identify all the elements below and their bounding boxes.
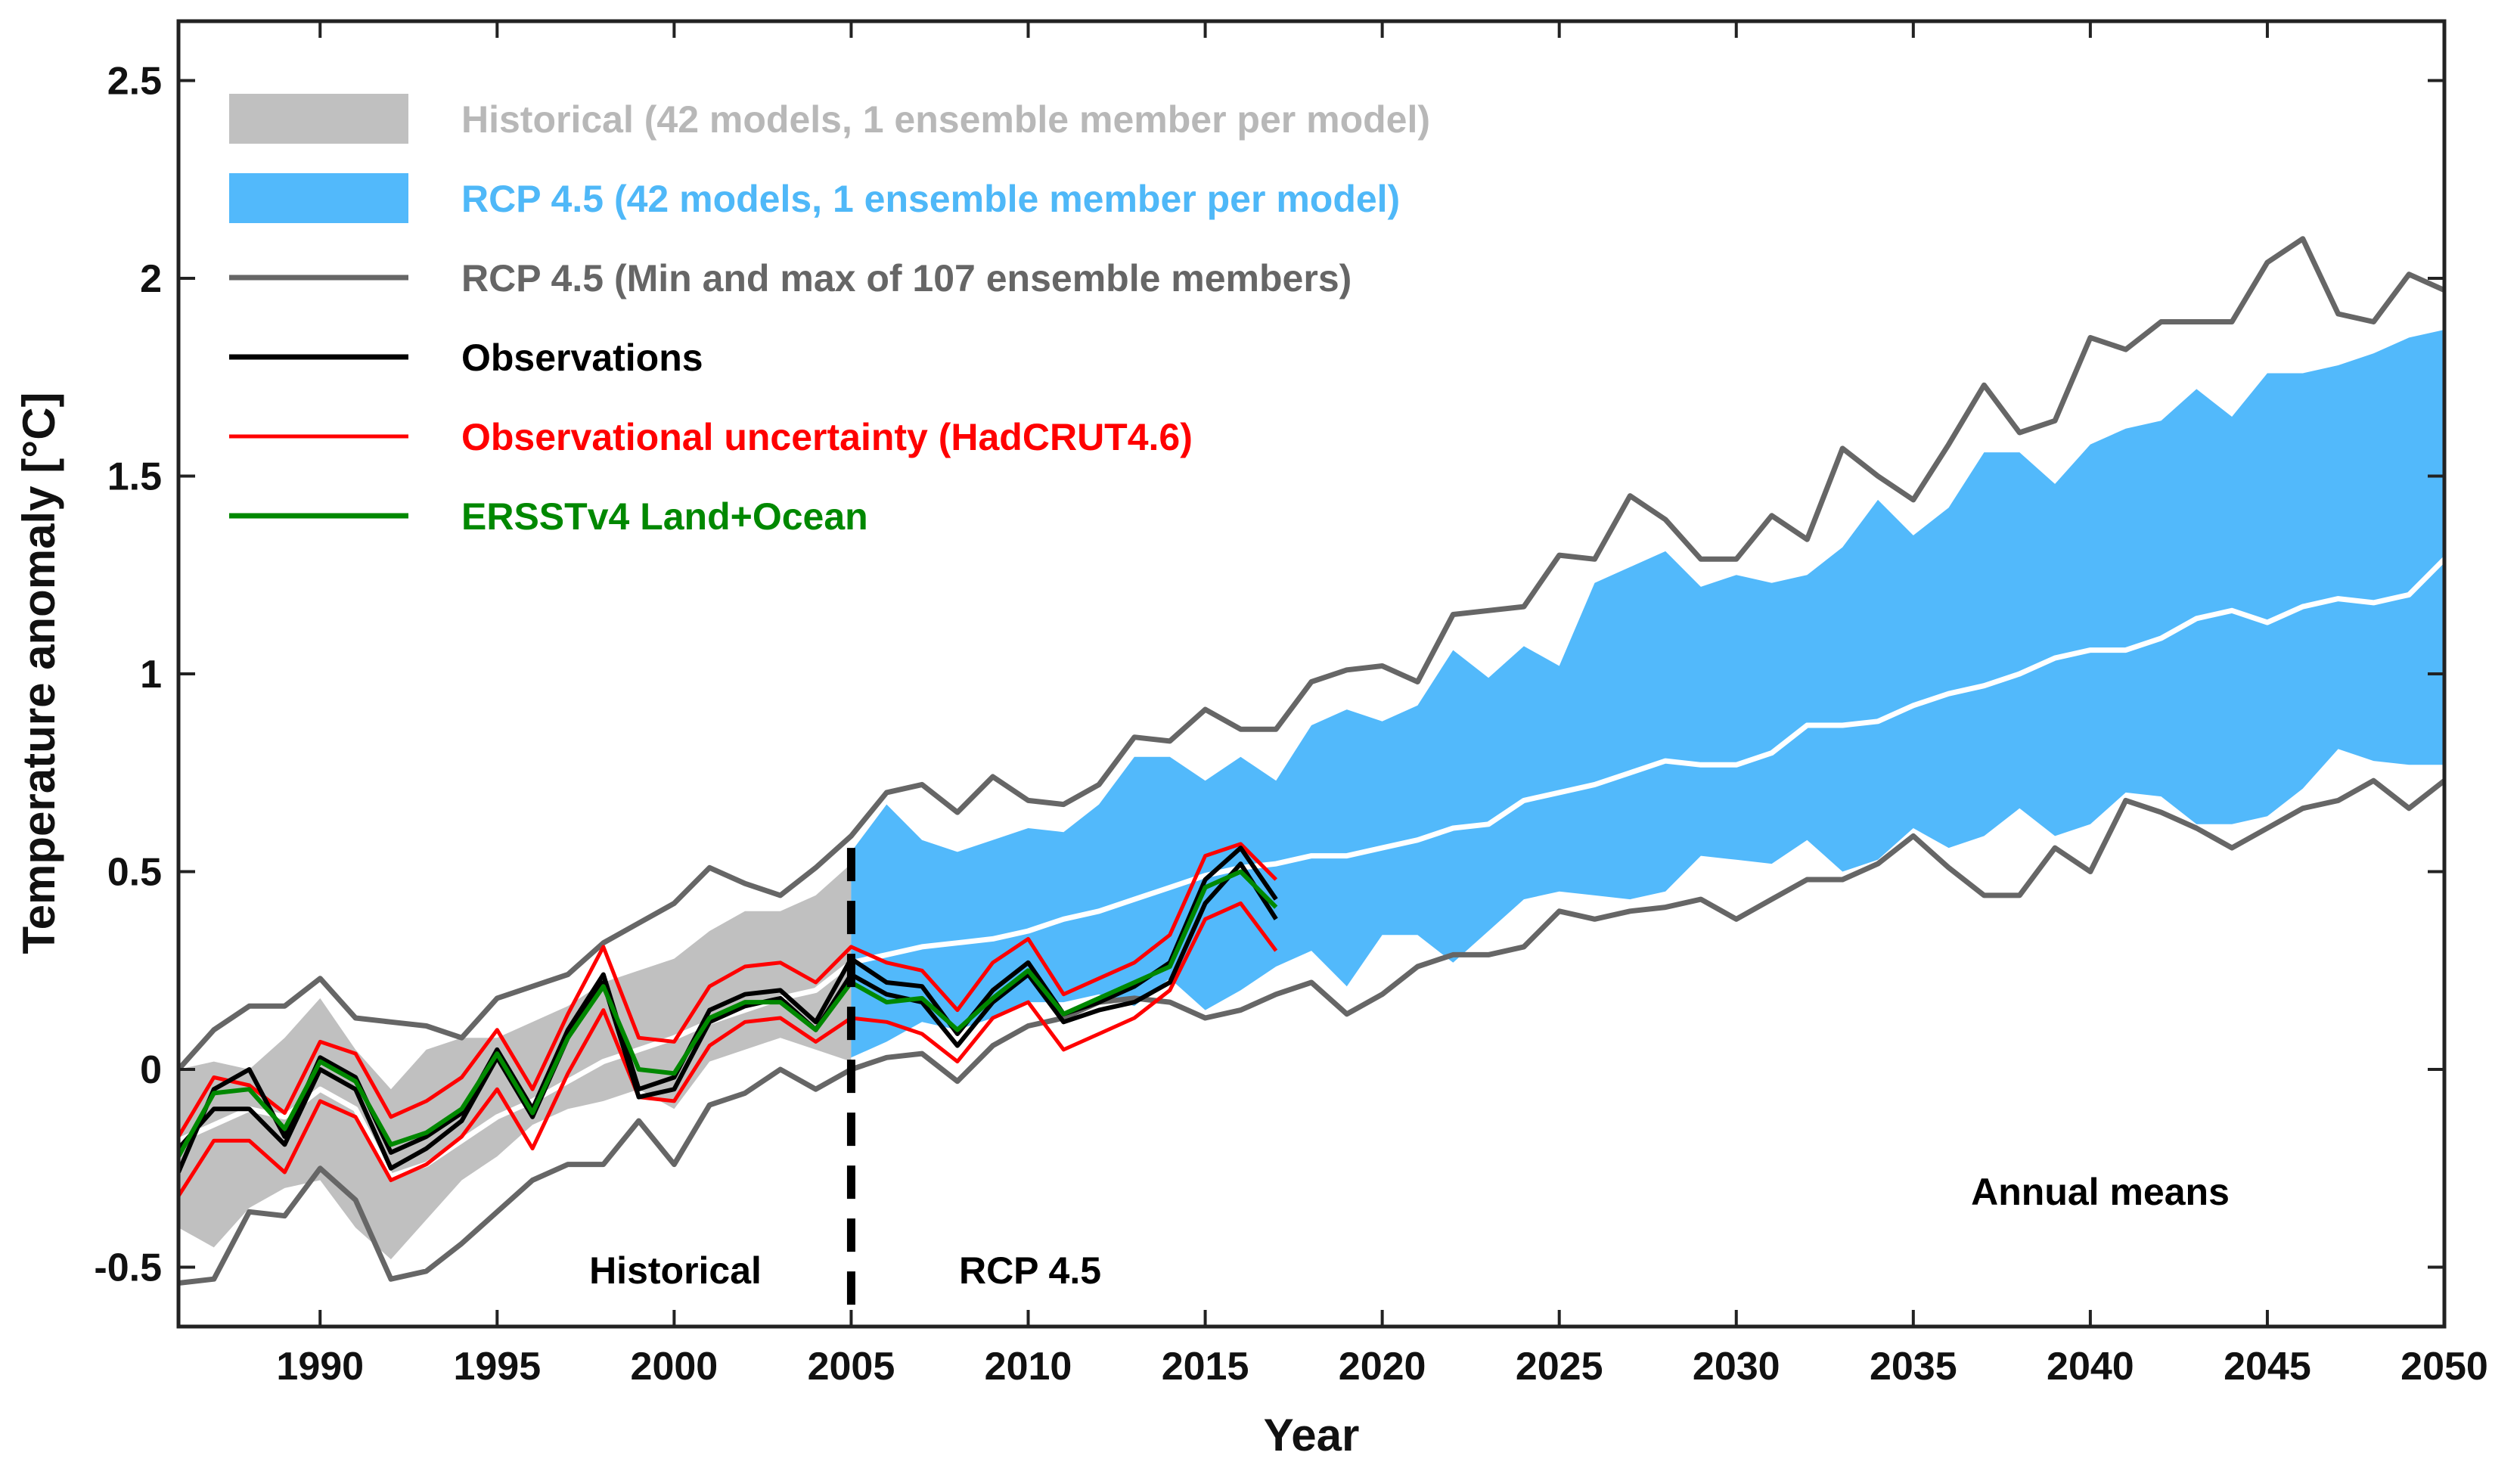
y-tick-label: 1 bbox=[140, 653, 162, 697]
y-tick-label: 0.5 bbox=[107, 851, 162, 895]
x-tick-label: 2040 bbox=[2047, 1345, 2134, 1389]
x-tick-label: 1995 bbox=[453, 1345, 541, 1389]
series-observational-uncertainty-upper bbox=[178, 842, 1277, 1138]
legend-label: RCP 4.5 (42 models, 1 ensemble member pe… bbox=[461, 178, 1400, 220]
x-tick-label: 2045 bbox=[2224, 1345, 2311, 1389]
x-tick-label: 2020 bbox=[1339, 1345, 1426, 1389]
annual-means-label: Annual means bbox=[1971, 1171, 2230, 1213]
y-tick-label: 0 bbox=[140, 1048, 162, 1092]
y-tick-label: -0.5 bbox=[94, 1246, 162, 1290]
y-axis-title: Temperature anomaly [°C] bbox=[14, 392, 64, 954]
x-tick-label: 2050 bbox=[2401, 1345, 2488, 1389]
x-tick-label: 2030 bbox=[1693, 1345, 1780, 1389]
legend-swatch-rcp-4-5-42-models-1-ensemble-member-per-model bbox=[229, 173, 408, 223]
legend-swatch-historical-42-models-1-ensemble-member-per-model bbox=[229, 94, 408, 144]
legend-label: Historical (42 models, 1 ensemble member… bbox=[461, 98, 1430, 141]
x-axis-title: Year bbox=[1264, 1410, 1360, 1460]
rcp-period-label: RCP 4.5 bbox=[959, 1249, 1101, 1292]
x-tick-label: 2005 bbox=[808, 1345, 895, 1389]
historical-period-label: Historical bbox=[589, 1249, 762, 1292]
x-tick-label: 2025 bbox=[1516, 1345, 1603, 1389]
series-ersstv4-land-ocean bbox=[178, 869, 1278, 1158]
y-tick-label: 1.5 bbox=[107, 455, 162, 498]
series-rcp-4-5-max bbox=[178, 236, 2444, 1072]
legend-label: Observations bbox=[461, 337, 703, 379]
x-tick-label: 2010 bbox=[985, 1345, 1072, 1389]
x-tick-label: 2015 bbox=[1162, 1345, 1249, 1389]
legend-label: RCP 4.5 (Min and max of 107 ensemble mem… bbox=[461, 257, 1352, 299]
series-observational-uncertainty-lower bbox=[178, 901, 1278, 1197]
x-tick-label: 2000 bbox=[631, 1345, 718, 1389]
legend-label: ERSSTv4 Land+Ocean bbox=[461, 495, 868, 538]
x-tick-label: 1990 bbox=[276, 1345, 364, 1389]
series-rcp-4-5-min bbox=[178, 777, 2444, 1286]
series-observations-b bbox=[178, 861, 1278, 1171]
series-multi-model-mean bbox=[178, 557, 2444, 1179]
y-tick-label: 2.5 bbox=[107, 59, 162, 103]
legend-label: Observational uncertainty (HadCRUT4.6) bbox=[461, 416, 1193, 458]
y-tick-label: 2 bbox=[140, 257, 162, 301]
x-tick-label: 2035 bbox=[1870, 1345, 1957, 1389]
